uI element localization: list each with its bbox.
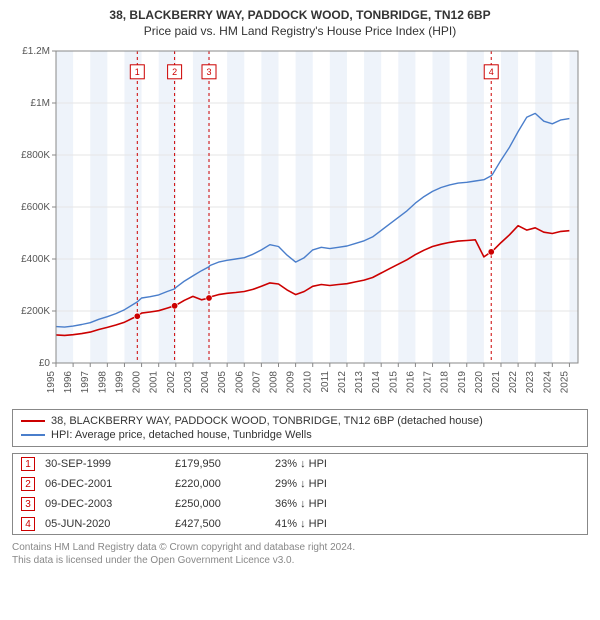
table-row: 2 06-DEC-2001 £220,000 29% ↓ HPI	[13, 474, 587, 494]
tx-badge: 4	[21, 517, 35, 531]
tx-delta: 41% ↓ HPI	[275, 518, 579, 530]
tx-date: 09-DEC-2003	[45, 498, 165, 510]
svg-text:2014: 2014	[371, 371, 382, 394]
svg-text:£0: £0	[39, 358, 51, 369]
legend-box: 38, BLACKBERRY WAY, PADDOCK WOOD, TONBRI…	[12, 409, 588, 447]
svg-text:1995: 1995	[46, 371, 57, 394]
table-row: 3 09-DEC-2003 £250,000 36% ↓ HPI	[13, 494, 587, 514]
tx-price: £179,950	[175, 458, 265, 470]
transactions-table: 1 30-SEP-1999 £179,950 23% ↓ HPI 2 06-DEC-200…	[12, 453, 588, 535]
svg-text:2002: 2002	[166, 371, 177, 394]
svg-text:£1M: £1M	[31, 98, 50, 109]
tx-delta: 23% ↓ HPI	[275, 458, 579, 470]
svg-text:2013: 2013	[354, 371, 365, 394]
tx-price: £220,000	[175, 478, 265, 490]
svg-text:2022: 2022	[508, 371, 519, 394]
svg-text:2018: 2018	[440, 371, 451, 394]
table-row: 4 05-JUN-2020 £427,500 41% ↓ HPI	[13, 514, 587, 534]
tx-price: £250,000	[175, 498, 265, 510]
svg-text:2007: 2007	[251, 371, 262, 394]
chart-title: 38, BLACKBERRY WAY, PADDOCK WOOD, TONBRI…	[12, 8, 588, 24]
chart-subtitle: Price paid vs. HM Land Registry's House …	[12, 24, 588, 40]
svg-text:3: 3	[206, 67, 211, 77]
svg-text:2009: 2009	[286, 371, 297, 394]
svg-text:£400K: £400K	[21, 254, 50, 265]
footnote-line-2: This data is licensed under the Open Gov…	[12, 554, 588, 567]
legend-swatch	[21, 420, 45, 422]
svg-text:1996: 1996	[63, 371, 74, 394]
svg-text:2: 2	[172, 67, 177, 77]
svg-text:2025: 2025	[559, 371, 570, 394]
table-row: 1 30-SEP-1999 £179,950 23% ↓ HPI	[13, 454, 587, 474]
tx-price: £427,500	[175, 518, 265, 530]
tx-date: 30-SEP-1999	[45, 458, 165, 470]
svg-text:2010: 2010	[303, 371, 314, 394]
tx-badge: 2	[21, 477, 35, 491]
svg-text:2011: 2011	[320, 371, 331, 393]
legend-row: 38, BLACKBERRY WAY, PADDOCK WOOD, TONBRI…	[21, 414, 579, 428]
legend-row: HPI: Average price, detached house, Tunb…	[21, 428, 579, 442]
price-chart: £0 £200K £400K £600K £800K £1M £1.2M 1 2 3 4 1995 19…	[12, 43, 588, 403]
svg-text:2000: 2000	[132, 371, 143, 394]
svg-text:1997: 1997	[80, 371, 91, 394]
svg-text:2008: 2008	[268, 371, 279, 394]
svg-text:2023: 2023	[525, 371, 536, 394]
svg-text:2005: 2005	[217, 371, 228, 394]
svg-text:1998: 1998	[97, 371, 108, 394]
tx-delta: 29% ↓ HPI	[275, 478, 579, 490]
svg-text:2012: 2012	[337, 371, 348, 394]
svg-text:£200K: £200K	[21, 306, 50, 317]
legend-swatch	[21, 434, 45, 436]
svg-text:£1.2M: £1.2M	[22, 46, 50, 57]
svg-text:2015: 2015	[388, 371, 399, 394]
svg-text:1: 1	[135, 67, 140, 77]
tx-delta: 36% ↓ HPI	[275, 498, 579, 510]
svg-text:2004: 2004	[200, 371, 211, 394]
svg-text:2017: 2017	[423, 371, 434, 394]
tx-badge: 3	[21, 497, 35, 511]
svg-text:2024: 2024	[542, 371, 553, 394]
svg-text:2016: 2016	[405, 371, 416, 394]
tx-date: 05-JUN-2020	[45, 518, 165, 530]
svg-text:2020: 2020	[474, 371, 485, 394]
svg-text:2021: 2021	[491, 371, 502, 394]
svg-text:2019: 2019	[457, 371, 468, 394]
svg-text:4: 4	[489, 67, 494, 77]
footnote-line-1: Contains HM Land Registry data © Crown c…	[12, 541, 588, 554]
svg-text:£600K: £600K	[21, 202, 50, 213]
svg-text:1999: 1999	[114, 371, 125, 394]
tx-date: 06-DEC-2001	[45, 478, 165, 490]
svg-text:2001: 2001	[149, 371, 160, 394]
tx-badge: 1	[21, 457, 35, 471]
legend-label: 38, BLACKBERRY WAY, PADDOCK WOOD, TONBRI…	[51, 415, 483, 427]
svg-text:£800K: £800K	[21, 150, 50, 161]
svg-text:2003: 2003	[183, 371, 194, 394]
footnote: Contains HM Land Registry data © Crown c…	[12, 541, 588, 567]
legend-label: HPI: Average price, detached house, Tunb…	[51, 429, 312, 441]
svg-text:2006: 2006	[234, 371, 245, 394]
